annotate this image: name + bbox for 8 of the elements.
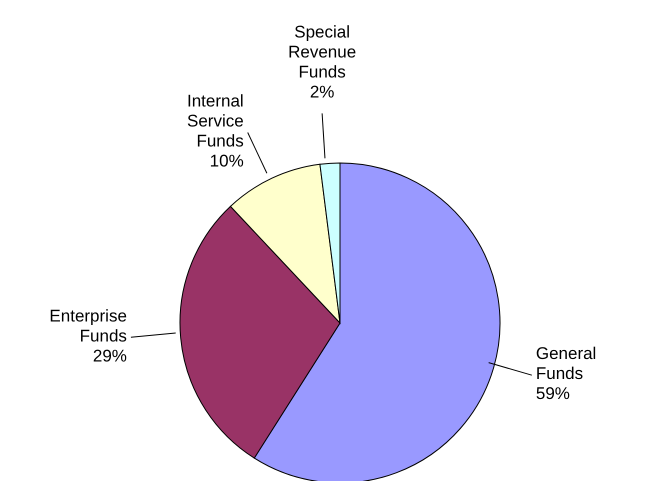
data-label: 29% [92,346,127,366]
slice-label: Special Revenue Funds [288,22,356,82]
slice-label: General Funds [536,344,596,384]
data-label: 10% [210,152,244,171]
slice-label: Enterprise Funds [49,306,127,346]
slice-label: Internal Service Funds [187,92,244,151]
data-label: 2% [310,82,334,102]
data-label: 59% [536,384,570,404]
